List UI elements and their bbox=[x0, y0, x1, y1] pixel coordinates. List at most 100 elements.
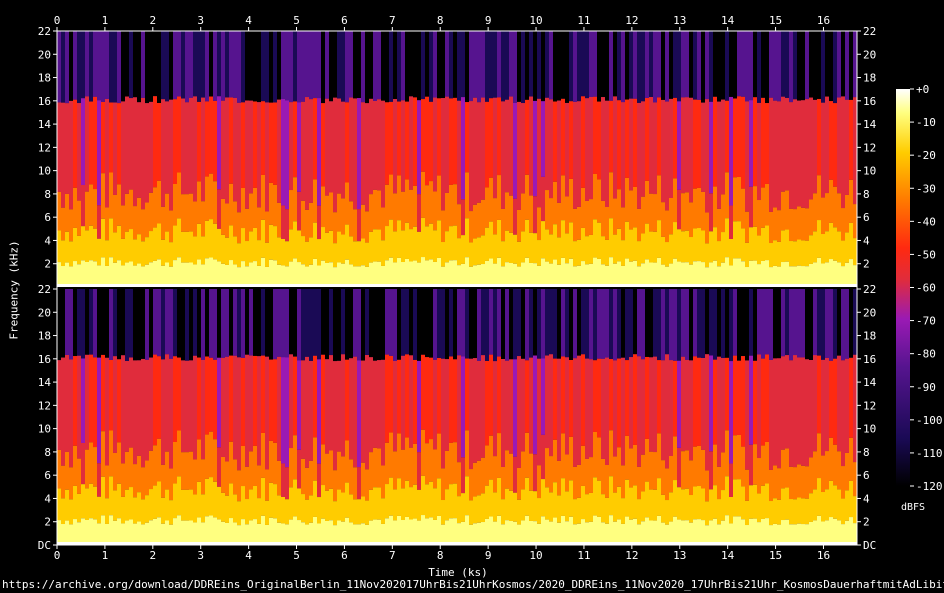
spectrogram-channel-2 bbox=[57, 289, 857, 545]
y-tick-label: 12 bbox=[863, 399, 876, 412]
x-tick-label: 6 bbox=[341, 14, 348, 27]
y-tick-label: 10 bbox=[863, 423, 876, 436]
y-tick-label: 22 bbox=[38, 25, 51, 38]
x-tick-label: 2 bbox=[149, 549, 156, 562]
y-tick-label: 16 bbox=[38, 353, 51, 366]
colorbar-tick-label: -100 bbox=[916, 414, 943, 427]
y-tick-label: 8 bbox=[44, 188, 51, 201]
colorbar-tick-label: -60 bbox=[916, 282, 936, 295]
colorbar-tick-label: +0 bbox=[916, 83, 929, 96]
colorbar-tick-label: -50 bbox=[916, 248, 936, 261]
y-tick-label: 4 bbox=[44, 234, 51, 247]
x-tick-label: 7 bbox=[389, 14, 396, 27]
x-tick-label: 16 bbox=[817, 549, 830, 562]
colorbar-tick-label: -90 bbox=[916, 381, 936, 394]
y-tick-label: 16 bbox=[863, 95, 876, 108]
colorbar-tick-label: -120 bbox=[916, 480, 943, 493]
x-tick-label: 3 bbox=[197, 14, 204, 27]
x-tick-label: 6 bbox=[341, 549, 348, 562]
y-tick-label: 18 bbox=[38, 72, 51, 85]
x-tick-label: 13 bbox=[673, 14, 686, 27]
y-tick-label: 22 bbox=[863, 25, 876, 38]
spectrogram-channel-1 bbox=[57, 31, 857, 287]
y-tick-label: 8 bbox=[863, 188, 870, 201]
y-tick-label: 6 bbox=[44, 469, 51, 482]
y-axis-title: Frequency (kHz) bbox=[7, 240, 21, 340]
y-tick-label: 16 bbox=[863, 353, 876, 366]
x-tick-label: 11 bbox=[577, 549, 590, 562]
y-tick-label: 14 bbox=[863, 118, 877, 131]
x-tick-label: 4 bbox=[245, 14, 252, 27]
y-tick-label: 18 bbox=[863, 72, 876, 85]
x-tick-label: 11 bbox=[577, 14, 590, 27]
x-tick-label: 4 bbox=[245, 549, 252, 562]
x-tick-label: 15 bbox=[769, 549, 782, 562]
y-tick-label: 2 bbox=[44, 516, 51, 529]
x-axis-title: Time (ks) bbox=[428, 566, 488, 579]
x-tick-label: 12 bbox=[625, 14, 638, 27]
y-tick-label: 10 bbox=[38, 165, 51, 178]
y-tick-label: 18 bbox=[863, 330, 876, 343]
y-tick-label: 10 bbox=[38, 423, 51, 436]
x-tick-label: 0 bbox=[54, 549, 61, 562]
y-tick-label: 14 bbox=[38, 118, 52, 131]
y-tick-label: 20 bbox=[863, 306, 876, 319]
x-tick-label: 10 bbox=[529, 14, 542, 27]
x-tick-label: 8 bbox=[437, 549, 444, 562]
y-tick-label: 22 bbox=[38, 283, 51, 296]
x-tick-label: 5 bbox=[293, 549, 300, 562]
y-tick-label: 2 bbox=[44, 258, 51, 271]
y-tick-label: 12 bbox=[863, 141, 876, 154]
colorbar bbox=[896, 89, 910, 486]
y-tick-label: 8 bbox=[44, 446, 51, 459]
y-tick-label: 4 bbox=[863, 234, 870, 247]
x-tick-label: 14 bbox=[721, 14, 735, 27]
y-tick-label: 2 bbox=[863, 516, 870, 529]
colorbar-tick-label: -30 bbox=[916, 182, 936, 195]
x-tick-label: 13 bbox=[673, 549, 686, 562]
y-tick-label: 14 bbox=[863, 376, 877, 389]
colorbar-tick-label: -110 bbox=[916, 447, 943, 460]
colorbar-unit: dBFS bbox=[901, 502, 926, 513]
x-tick-label: 12 bbox=[625, 549, 638, 562]
colorbar-tick-label: -80 bbox=[916, 348, 936, 361]
y-tick-label: 14 bbox=[38, 376, 52, 389]
y-tick-label: 18 bbox=[38, 330, 51, 343]
source-url: https://archive.org/download/DDREins_Ori… bbox=[2, 578, 944, 591]
x-tick-label: 0 bbox=[54, 14, 61, 27]
y-tick-label: 8 bbox=[863, 446, 870, 459]
x-tick-label: 1 bbox=[102, 549, 109, 562]
y-tick-label: 10 bbox=[863, 165, 876, 178]
x-tick-label: 5 bbox=[293, 14, 300, 27]
y-tick-label: 16 bbox=[38, 95, 51, 108]
y-tick-label: 6 bbox=[44, 211, 51, 224]
y-tick-label: 22 bbox=[863, 283, 876, 296]
x-tick-label: 9 bbox=[485, 549, 492, 562]
y-tick-label: DC bbox=[863, 539, 876, 552]
y-tick-label: 20 bbox=[38, 48, 51, 61]
x-tick-label: 14 bbox=[721, 549, 735, 562]
y-tick-label: 4 bbox=[44, 492, 51, 505]
y-tick-label: 12 bbox=[38, 141, 51, 154]
y-tick-label: 2 bbox=[863, 258, 870, 271]
colorbar-tick-label: -20 bbox=[916, 149, 936, 162]
x-tick-label: 9 bbox=[485, 14, 492, 27]
y-tick-label: 4 bbox=[863, 492, 870, 505]
x-tick-label: 1 bbox=[102, 14, 109, 27]
y-tick-label: 6 bbox=[863, 211, 870, 224]
y-tick-label: 12 bbox=[38, 399, 51, 412]
x-tick-label: 8 bbox=[437, 14, 444, 27]
y-tick-label: 20 bbox=[38, 306, 51, 319]
x-tick-label: 3 bbox=[197, 549, 204, 562]
x-tick-label: 2 bbox=[149, 14, 156, 27]
colorbar-tick-label: -40 bbox=[916, 215, 936, 228]
x-tick-label: 15 bbox=[769, 14, 782, 27]
x-tick-label: 10 bbox=[529, 549, 542, 562]
x-tick-label: 7 bbox=[389, 549, 396, 562]
y-tick-label: DC bbox=[38, 539, 51, 552]
colorbar-tick-label: -10 bbox=[916, 116, 936, 129]
y-tick-label: 20 bbox=[863, 48, 876, 61]
y-tick-label: 6 bbox=[863, 469, 870, 482]
x-tick-label: 16 bbox=[817, 14, 830, 27]
